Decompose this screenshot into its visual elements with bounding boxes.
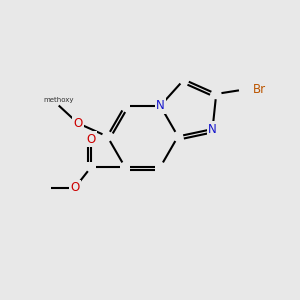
Text: Br: Br bbox=[252, 83, 266, 96]
Text: N: N bbox=[208, 123, 217, 136]
Text: N: N bbox=[156, 99, 165, 112]
Text: O: O bbox=[70, 181, 80, 194]
Text: O: O bbox=[73, 117, 83, 130]
Text: methoxy: methoxy bbox=[44, 97, 74, 103]
Text: O: O bbox=[86, 133, 96, 146]
